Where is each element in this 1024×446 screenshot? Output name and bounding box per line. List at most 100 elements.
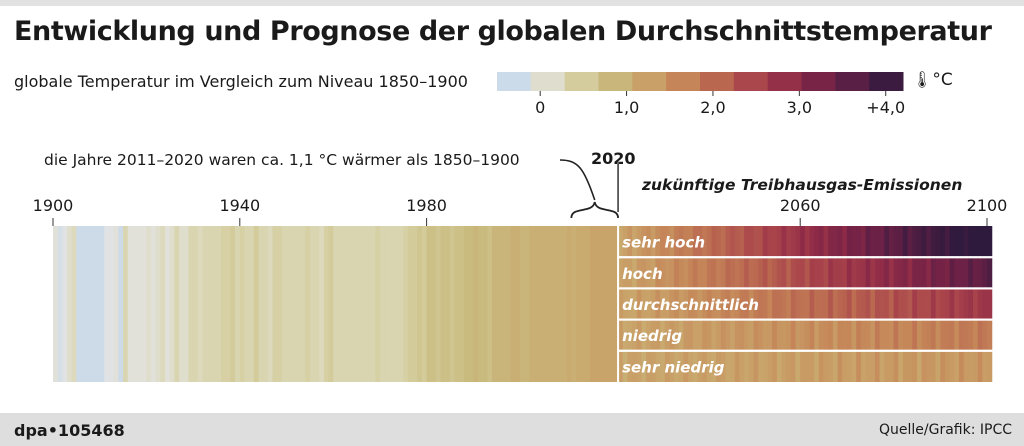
scenario-stripe xyxy=(907,289,913,319)
observed-stripe xyxy=(403,226,409,382)
scenario-stripe xyxy=(636,320,643,350)
scenario-stripe xyxy=(907,258,913,288)
scenario-stripe xyxy=(758,258,764,288)
scenario-stripe xyxy=(636,258,643,288)
observed-stripe xyxy=(417,226,423,382)
scenario-stripe xyxy=(860,226,867,257)
scenario-stripe xyxy=(739,226,745,257)
observed-stripe xyxy=(342,226,348,382)
scenario-stripe xyxy=(739,258,745,288)
scenario-stripe xyxy=(935,320,941,350)
scenario-stripe xyxy=(725,226,731,257)
scenario-stripe xyxy=(912,320,918,350)
scenario-stripe xyxy=(860,258,867,288)
scenario-stripe xyxy=(767,320,773,350)
x-tick-label: 2100 xyxy=(966,196,1008,215)
scenario-stripe xyxy=(809,289,815,319)
scenario-stripe xyxy=(823,258,829,288)
scenario-stripe xyxy=(762,226,769,257)
scenario-stripe xyxy=(982,351,988,382)
scenario-stripe xyxy=(706,258,713,288)
observed-stripe xyxy=(151,226,157,382)
scenario-stripe xyxy=(744,258,750,288)
scenario-stripe xyxy=(655,289,661,319)
scenario-stripe xyxy=(800,351,806,382)
scenario-stripe xyxy=(926,226,932,257)
observed-stripe xyxy=(599,226,605,382)
scenario-stripe xyxy=(744,289,750,319)
scenario-stripe xyxy=(944,289,951,319)
observed-stripe xyxy=(590,226,596,382)
scenario-stripe xyxy=(758,351,764,382)
scenario-stripe xyxy=(739,351,745,382)
year-2020-label: 2020 xyxy=(591,149,636,168)
scenario-stripe xyxy=(823,226,829,257)
scenario-stripe xyxy=(916,289,923,319)
scenario-stripe xyxy=(706,289,713,319)
scenario-stripe xyxy=(916,351,923,382)
scenario-stripe xyxy=(641,226,647,257)
scenario-stripe xyxy=(641,351,647,382)
scenario-stripe xyxy=(734,289,741,319)
scenario-stripe xyxy=(622,258,629,288)
scenario-stripe xyxy=(702,226,708,257)
scenario-stripe xyxy=(851,226,857,257)
scale-segment xyxy=(530,72,566,91)
scenario-stripe xyxy=(762,258,769,288)
scenario-stripe xyxy=(916,320,923,350)
scenario-stripe xyxy=(818,258,825,288)
scenario-stripe xyxy=(660,258,666,288)
scenario-stripe xyxy=(888,258,895,288)
observed-stripe xyxy=(197,226,204,382)
scenario-stripe xyxy=(660,289,666,319)
scenario-stripe xyxy=(683,289,689,319)
observed-stripe xyxy=(505,226,512,382)
observed-stripe xyxy=(99,226,105,382)
scenario-stripe xyxy=(688,320,694,350)
observed-stripe xyxy=(557,226,563,382)
scenario-stripe xyxy=(940,320,946,350)
observed-stripe xyxy=(347,226,353,382)
observed-stripe xyxy=(300,226,306,382)
decade-brace xyxy=(570,201,619,219)
x-tick-label: 1940 xyxy=(219,196,261,215)
scenario-stripe xyxy=(655,226,661,257)
scenario-stripe xyxy=(935,258,941,288)
scenario-stripe xyxy=(842,351,848,382)
scenario-stripe xyxy=(949,289,955,319)
scenario-stripe xyxy=(697,320,703,350)
scenario-stripe xyxy=(888,289,895,319)
scenario-stripe xyxy=(926,289,932,319)
scenario-stripe xyxy=(720,351,727,382)
scenario-stripe xyxy=(856,320,862,350)
scenario-stripe xyxy=(944,258,951,288)
scenario-stripe xyxy=(655,258,661,288)
observed-stripe xyxy=(221,226,227,382)
observed-stripe xyxy=(291,226,297,382)
observed-stripe xyxy=(375,226,381,382)
scenario-stripe xyxy=(921,258,927,288)
scenario-stripe xyxy=(832,226,839,257)
scenario-stripe xyxy=(977,320,983,350)
observed-stripe xyxy=(235,226,241,382)
scenario-stripe xyxy=(865,289,871,319)
scenario-stripe xyxy=(912,351,918,382)
scale-tick-label: 0 xyxy=(535,98,546,117)
scenario-stripe xyxy=(618,289,624,319)
scenario-stripe xyxy=(664,226,671,257)
observed-stripe xyxy=(230,226,236,382)
scenario-stripe xyxy=(898,226,904,257)
scenario-stripe xyxy=(818,320,825,350)
scenario-stripe xyxy=(837,320,843,350)
scenario-stripe xyxy=(688,258,694,288)
scenario-stripe xyxy=(902,351,909,382)
observed-stripe xyxy=(412,226,418,382)
scenario-stripe xyxy=(944,320,951,350)
observed-stripe xyxy=(431,226,437,382)
scenario-stripe xyxy=(814,226,820,257)
scenario-stripe xyxy=(692,226,699,257)
scenario-stripe xyxy=(762,320,769,350)
observed-stripe xyxy=(132,226,138,382)
scenario-stripe xyxy=(767,289,773,319)
scenario-stripe xyxy=(674,258,680,288)
